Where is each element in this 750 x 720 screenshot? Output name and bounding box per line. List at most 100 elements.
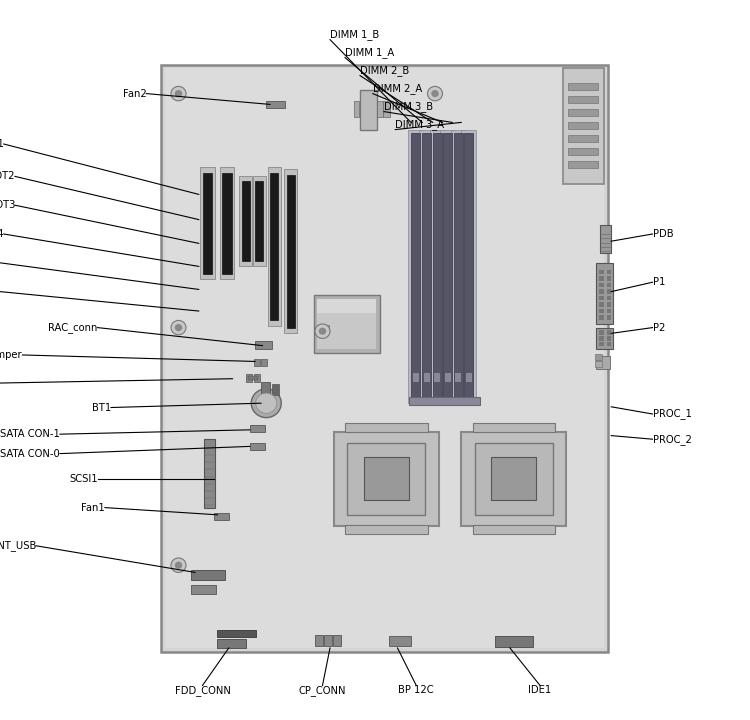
Circle shape xyxy=(319,328,326,335)
Bar xyxy=(317,299,376,349)
Bar xyxy=(568,96,598,103)
Bar xyxy=(334,432,439,526)
Bar xyxy=(253,176,266,266)
Text: FDD_CONN: FDD_CONN xyxy=(175,685,230,696)
Bar xyxy=(607,315,611,320)
Bar xyxy=(607,342,611,346)
Bar xyxy=(472,525,555,534)
Text: PDB: PDB xyxy=(652,229,674,239)
Bar xyxy=(200,167,214,279)
Circle shape xyxy=(171,320,186,335)
Bar xyxy=(314,295,380,353)
Bar xyxy=(607,302,611,307)
Bar xyxy=(562,68,604,184)
Bar xyxy=(568,135,598,142)
Bar xyxy=(430,130,445,403)
Bar xyxy=(599,283,604,287)
Bar xyxy=(408,130,423,403)
Bar xyxy=(286,175,295,328)
Bar xyxy=(451,130,466,403)
Bar xyxy=(248,376,258,380)
Bar xyxy=(599,289,604,294)
Bar xyxy=(599,309,604,313)
Bar xyxy=(419,130,434,403)
Bar xyxy=(333,635,340,646)
Bar xyxy=(440,130,455,403)
Text: PCI-E X4 SLOT2: PCI-E X4 SLOT2 xyxy=(0,171,15,181)
Text: SCSI1: SCSI1 xyxy=(69,474,98,484)
Text: SATA CON-0: SATA CON-0 xyxy=(0,449,60,459)
Text: PROC_1: PROC_1 xyxy=(652,408,692,420)
Text: P1: P1 xyxy=(652,277,664,287)
Bar xyxy=(347,443,425,515)
Text: FRONT_USB: FRONT_USB xyxy=(0,540,36,552)
Bar xyxy=(191,585,216,594)
Bar xyxy=(596,328,613,349)
Bar xyxy=(254,359,260,366)
Bar xyxy=(317,299,376,313)
Text: PCI64 66MHZ SLOT1: PCI64 66MHZ SLOT1 xyxy=(0,139,4,149)
Bar xyxy=(413,373,419,382)
Text: SATA CON-1: SATA CON-1 xyxy=(0,429,60,439)
Circle shape xyxy=(171,86,186,101)
Bar xyxy=(443,133,452,400)
Text: DIMM 3_A: DIMM 3_A xyxy=(395,119,444,130)
Bar xyxy=(607,289,611,294)
Bar xyxy=(242,181,250,261)
Bar xyxy=(272,384,279,395)
Bar xyxy=(568,148,598,155)
Bar xyxy=(191,570,225,580)
Bar xyxy=(284,169,297,333)
Bar xyxy=(599,342,604,346)
Circle shape xyxy=(315,324,330,338)
Circle shape xyxy=(175,562,182,569)
Text: DIMM 1_A: DIMM 1_A xyxy=(345,47,394,58)
Bar xyxy=(464,133,473,400)
Circle shape xyxy=(251,389,281,418)
Bar xyxy=(261,359,267,366)
Bar xyxy=(607,270,611,274)
Bar xyxy=(266,101,285,108)
Bar xyxy=(388,636,411,646)
Circle shape xyxy=(431,90,439,97)
Bar xyxy=(422,133,431,400)
Text: PROC_2: PROC_2 xyxy=(652,433,692,445)
Text: DIMM 3_B: DIMM 3_B xyxy=(384,101,433,112)
Text: DIMM 1_B: DIMM 1_B xyxy=(330,29,380,40)
Bar xyxy=(364,457,409,500)
Bar xyxy=(599,330,604,335)
Bar xyxy=(345,525,427,534)
Bar xyxy=(454,133,463,400)
Bar xyxy=(360,90,376,130)
Bar xyxy=(607,330,611,335)
Text: DIMM 2_A: DIMM 2_A xyxy=(373,83,422,94)
Text: RAC_conn: RAC_conn xyxy=(48,322,98,333)
Bar xyxy=(455,373,461,382)
Bar xyxy=(268,167,280,326)
Circle shape xyxy=(175,324,182,331)
Text: IDE1: IDE1 xyxy=(528,685,551,696)
Bar xyxy=(607,296,611,300)
Bar xyxy=(254,374,260,382)
Bar xyxy=(377,101,382,117)
Bar xyxy=(595,361,602,367)
Bar xyxy=(599,315,604,320)
Bar xyxy=(261,382,270,395)
Bar xyxy=(596,263,613,324)
Text: BT1: BT1 xyxy=(92,402,111,413)
Bar xyxy=(495,636,532,647)
Bar xyxy=(568,109,598,116)
Bar xyxy=(217,639,246,648)
Bar xyxy=(222,173,232,274)
Bar xyxy=(607,283,611,287)
Bar xyxy=(599,276,604,281)
Bar xyxy=(220,167,234,279)
Bar xyxy=(599,270,604,274)
Bar xyxy=(255,341,272,349)
Bar xyxy=(202,173,212,274)
Bar xyxy=(445,373,451,382)
Bar xyxy=(424,373,430,382)
Text: Fan2: Fan2 xyxy=(122,89,146,99)
Bar xyxy=(434,373,440,382)
Bar xyxy=(599,302,604,307)
